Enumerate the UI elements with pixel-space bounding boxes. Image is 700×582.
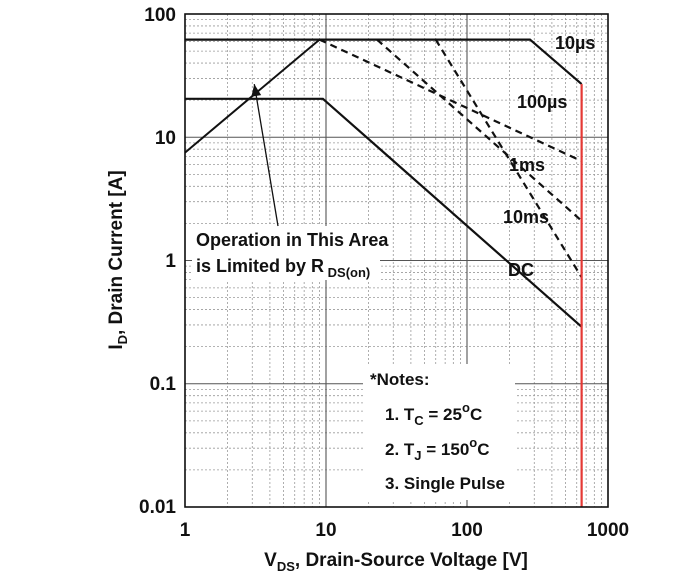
series-label-10ms: 10ms <box>503 207 549 227</box>
tick-labels: 1 10 100 1000 0.01 0.1 1 10 100 <box>139 5 629 541</box>
note-2-sup: o <box>469 435 477 450</box>
y-tick-label: 0.1 <box>150 374 177 395</box>
series-line-10ms <box>434 39 583 278</box>
y-tick-label: 100 <box>144 5 176 26</box>
y-tick-label: 1 <box>165 251 176 272</box>
note-1-sub: C <box>414 413 424 428</box>
annotation-line2: is Limited by R DS(on) <box>196 256 370 280</box>
note-3: 3. Single Pulse <box>385 474 505 493</box>
arrow-head <box>251 84 262 97</box>
x-tick-label: 1000 <box>587 520 629 541</box>
note-1: 1. TC = 25oC <box>385 400 482 428</box>
note-1-end: C <box>470 405 482 424</box>
x-axis-title: VDS, Drain-Source Voltage [V] <box>264 550 528 574</box>
annotation-line2-sub: DS(on) <box>324 265 370 280</box>
y-axis-title-rest: , Drain Current [A] <box>106 170 127 335</box>
note-2-main: 2. T <box>385 440 415 459</box>
note-2-end: C <box>477 440 489 459</box>
note-1-main: 1. T <box>385 405 415 424</box>
x-tick-label: 10 <box>315 520 336 541</box>
annotation-box <box>192 226 380 280</box>
series-line-10us <box>185 38 583 85</box>
series-label-10us: 10µs <box>555 33 595 53</box>
note-1-rest: = 25 <box>424 405 462 424</box>
x-tick-label: 1 <box>180 520 191 541</box>
annotation-line2-main: is Limited by R <box>196 256 324 276</box>
x-axis-title-main: V <box>264 550 277 571</box>
x-axis-title-sub: DS <box>277 559 295 574</box>
note-2-rest: = 150 <box>422 440 470 459</box>
y-tick-label: 0.01 <box>139 497 176 518</box>
series-line-1ms <box>376 38 583 222</box>
y-axis-title-sub: D <box>115 335 130 344</box>
note-2: 2. TJ = 150oC <box>385 435 490 463</box>
y-tick-label: 10 <box>155 128 176 149</box>
x-tick-label: 100 <box>451 520 483 541</box>
series-label-1ms: 1ms <box>509 155 545 175</box>
series-label-dc: DC <box>508 260 534 280</box>
note-2-sub: J <box>414 448 421 463</box>
arrow-shaft <box>253 83 279 227</box>
series-line-100us <box>319 38 583 163</box>
y-axis-title: ID, Drain Current [A] <box>106 170 130 349</box>
series-line-dc <box>185 97 583 328</box>
grid-minor <box>185 14 608 507</box>
plot-frame <box>184 13 609 508</box>
y-axis-title-main: I <box>106 344 127 349</box>
note-1-sup: o <box>462 400 470 415</box>
notes-title: *Notes: <box>370 370 430 389</box>
annotation-arrow <box>251 83 279 227</box>
series-label-100us: 100µs <box>517 92 567 112</box>
annotation-line1: Operation in This Area <box>196 230 389 250</box>
x-axis-title-rest: , Drain-Source Voltage [V] <box>295 550 528 571</box>
notes-box <box>363 364 515 500</box>
